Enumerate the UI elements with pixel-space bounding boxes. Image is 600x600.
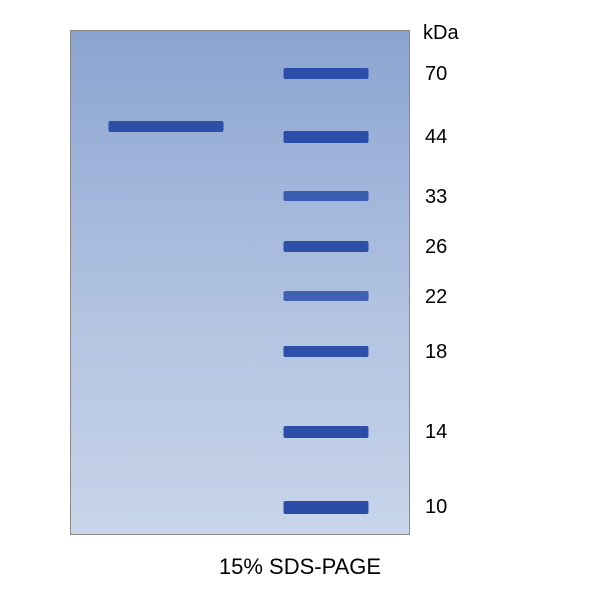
mw-label: 18 bbox=[425, 341, 447, 364]
marker-band bbox=[284, 241, 369, 252]
marker-band bbox=[284, 346, 369, 357]
marker-lane bbox=[261, 31, 391, 534]
marker-band bbox=[284, 191, 369, 201]
mw-label: 33 bbox=[425, 186, 447, 209]
gel-caption: 15% SDS-PAGE bbox=[0, 554, 600, 580]
sample-lane bbox=[91, 31, 241, 534]
mw-label: 70 bbox=[425, 63, 447, 86]
mw-label: 10 bbox=[425, 496, 447, 519]
sample-band bbox=[109, 121, 224, 132]
marker-band bbox=[284, 131, 369, 143]
marker-band bbox=[284, 426, 369, 438]
mw-label: 44 bbox=[425, 126, 447, 149]
mw-label: 26 bbox=[425, 236, 447, 259]
mw-label: 14 bbox=[425, 421, 447, 444]
marker-band bbox=[284, 68, 369, 79]
mw-label: 22 bbox=[425, 286, 447, 309]
marker-band bbox=[284, 291, 369, 301]
unit-label: kDa bbox=[423, 22, 459, 45]
gel-image bbox=[70, 30, 410, 535]
marker-band bbox=[284, 501, 369, 514]
